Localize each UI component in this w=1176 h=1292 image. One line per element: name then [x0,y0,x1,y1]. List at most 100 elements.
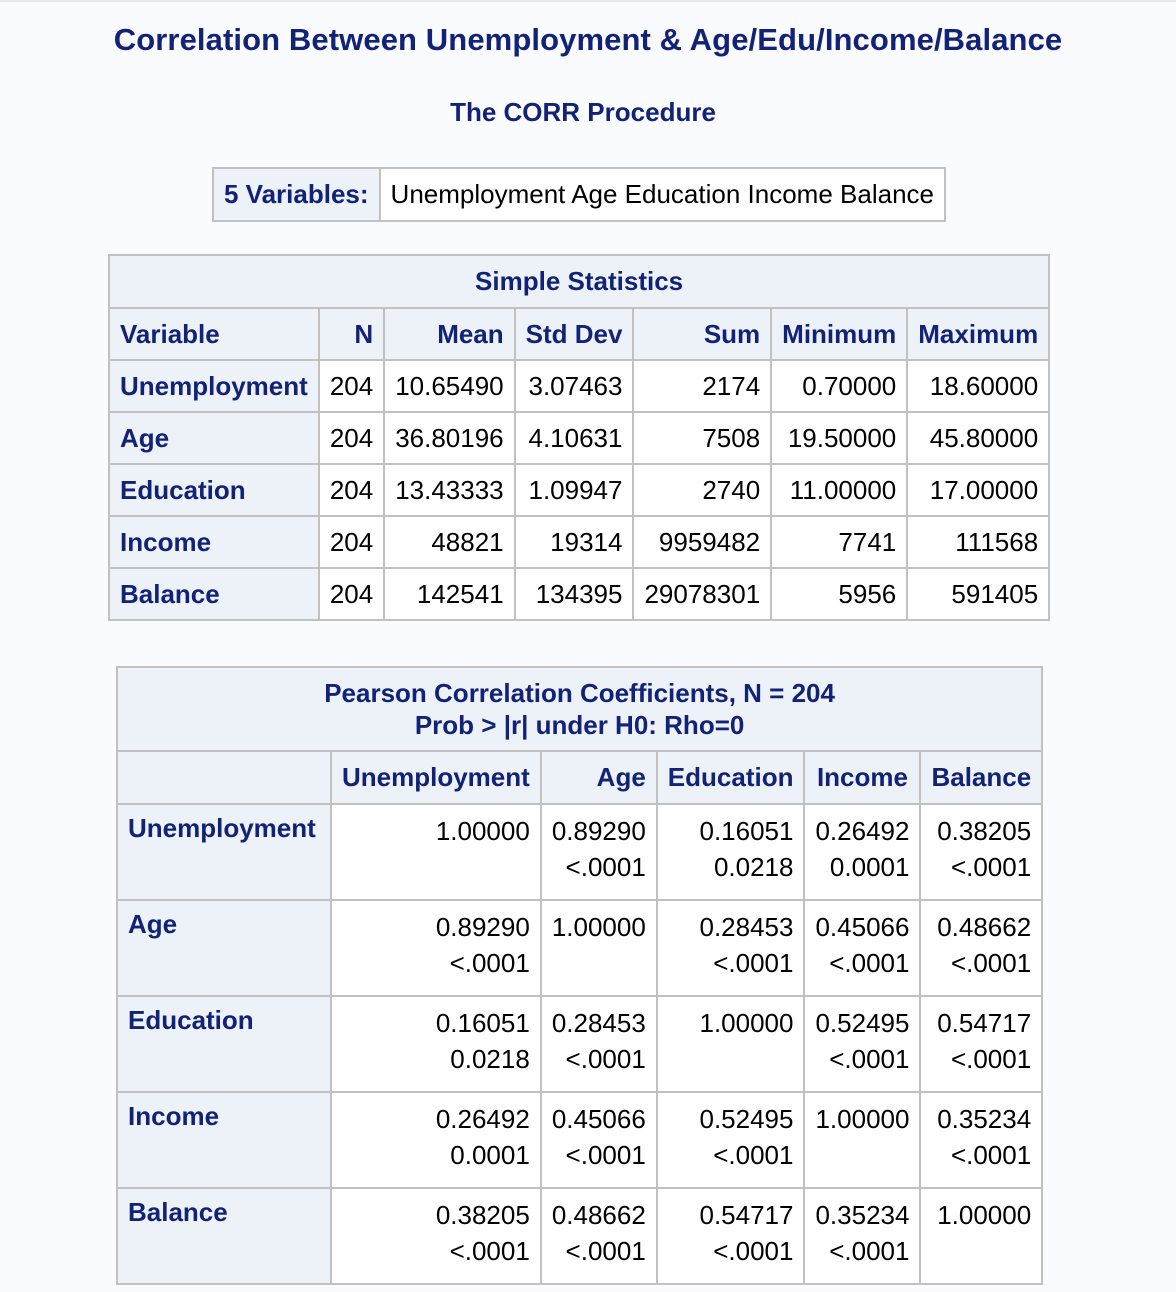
cell-sum: 2740 [632,463,773,517]
cell-mean: 48821 [383,515,516,569]
cell-mean: 10.65490 [383,359,516,413]
cell-minimum: 5956 [770,567,909,621]
coefficient: 0.26492 [435,1104,530,1134]
cell-n: 204 [317,463,386,517]
coefficient: 0.16051 [699,816,794,846]
row-header: Education [116,995,332,1093]
coefficient: 0.48662 [551,1200,646,1230]
correlation-cell: 0.45066 <.0001 [539,1091,658,1189]
p-value: <.0001 [713,948,794,978]
p-value: <.0001 [565,852,646,882]
p-value: <.0001 [449,948,530,978]
correlation-cell: 1.00000 [655,995,806,1093]
coefficient: 0.35234 [815,1200,910,1230]
row-header: Unemployment [108,359,320,413]
p-value: 0.0001 [450,1140,530,1170]
cell-minimum: 0.70000 [770,359,909,413]
coefficient: 0.48662 [937,912,1032,942]
column-header-variable: Variable [108,307,320,361]
pearson-caption-line1: Pearson Correlation Coefficients, N = 20… [324,678,835,708]
correlation-cell: 1.00000 [330,803,542,901]
column-header-education: Education [655,750,806,805]
cell-std-dev: 3.07463 [513,359,635,413]
correlation-cell: 0.28453 <.0001 [655,899,806,997]
simple-statistics-caption: Simple Statistics [107,254,1051,309]
correlation-cell: 0.54717 <.0001 [655,1187,806,1285]
correlation-cell: 1.00000 [539,899,658,997]
cell-minimum: 7741 [770,515,909,569]
coefficient: 0.38205 [937,816,1032,846]
row-header: Balance [116,1187,332,1285]
p-value: <.0001 [449,1236,530,1266]
variables-table: 5 Variables: Unemployment Age Education … [212,167,946,222]
table-row: Education 204 13.43333 1.09947 2740 11.0… [108,463,1051,517]
p-value: <.0001 [950,948,1032,978]
p-value: 0.0218 [713,852,794,882]
table-row: Unemployment 1.00000 0.89290 <.0001 0.160… [116,803,1044,901]
cell-maximum: 18.60000 [906,359,1051,413]
cell-mean: 36.80196 [383,411,516,465]
coefficient: 0.26492 [815,816,910,846]
variables-list: Unemployment Age Education Income Balanc… [378,167,946,222]
row-header: Education [108,463,320,517]
cell-std-dev: 134395 [513,567,635,621]
correlation-cell: 0.48662 <.0001 [539,1187,658,1285]
p-value: 0.0001 [829,852,910,882]
cell-sum: 2174 [632,359,773,413]
correlation-cell: 0.52495 <.0001 [803,995,922,1093]
p-value: <.0001 [713,1140,794,1170]
row-header: Income [116,1091,332,1189]
correlation-cell: 0.52495 <.0001 [655,1091,806,1189]
row-header: Age [116,899,332,997]
coefficient: 1.00000 [815,1104,910,1134]
correlation-cell: 0.38205 <.0001 [919,803,1044,901]
column-header-n: N [317,307,386,361]
cell-mean: 13.43333 [383,463,516,517]
correlation-cell: 0.26492 0.0001 [330,1091,542,1189]
cell-mean: 142541 [383,567,516,621]
coefficient: 0.38205 [435,1200,530,1230]
row-header: Unemployment [116,803,332,901]
cell-maximum: 17.00000 [906,463,1051,517]
p-value: <.0001 [950,852,1032,882]
cell-minimum: 19.50000 [770,411,909,465]
correlation-cell: 1.00000 [803,1091,922,1189]
correlation-cell: 0.35234 <.0001 [803,1187,922,1285]
cell-sum: 9959482 [632,515,773,569]
column-header-std-dev: Std Dev [513,307,635,361]
cell-n: 204 [317,359,386,413]
coefficient: 0.35234 [937,1104,1032,1134]
variables-row: 5 Variables: Unemployment Age Education … [212,167,946,222]
p-value: <.0001 [565,1044,646,1074]
column-header-age: Age [539,750,658,805]
table-row: Balance 0.38205 <.0001 0.48662 <.0001 0.54… [116,1187,1044,1285]
p-value: <.0001 [713,1236,794,1266]
column-header-income: Income [803,750,922,805]
correlation-cell: 0.28453 <.0001 [539,995,658,1093]
p-value: <.0001 [829,1236,910,1266]
coefficient: 0.52495 [699,1104,794,1134]
pearson-correlation-table: Pearson Correlation Coefficients, N = 20… [115,666,1044,1285]
correlation-cell: 0.16051 0.0218 [330,995,542,1093]
coefficient: 0.45066 [551,1104,646,1134]
p-value: <.0001 [829,1044,910,1074]
coefficient: 1.00000 [937,1200,1032,1230]
row-header: Age [108,411,320,465]
coefficient: 0.52495 [815,1008,910,1038]
table-row: Balance 204 142541 134395 29078301 5956 … [108,567,1051,621]
p-value: 0.0218 [450,1044,530,1074]
table-row: Income 204 48821 19314 9959482 7741 1115… [108,515,1051,569]
p-value: <.0001 [565,1236,646,1266]
column-header-unemployment: Unemployment [330,750,542,805]
p-value: <.0001 [950,1140,1032,1170]
correlation-cell: 0.45066 <.0001 [803,899,922,997]
p-value: <.0001 [950,1044,1032,1074]
table-row: Age 204 36.80196 4.10631 7508 19.50000 4… [108,411,1051,465]
cell-n: 204 [317,567,386,621]
page-title: Correlation Between Unemployment & Age/E… [113,22,1063,57]
cell-maximum: 111568 [906,515,1051,569]
correlation-cell: 0.89290 <.0001 [330,899,542,997]
coefficient: 1.00000 [551,912,646,942]
column-header-mean: Mean [383,307,516,361]
table-row: Unemployment 204 10.65490 3.07463 2174 0… [108,359,1051,413]
